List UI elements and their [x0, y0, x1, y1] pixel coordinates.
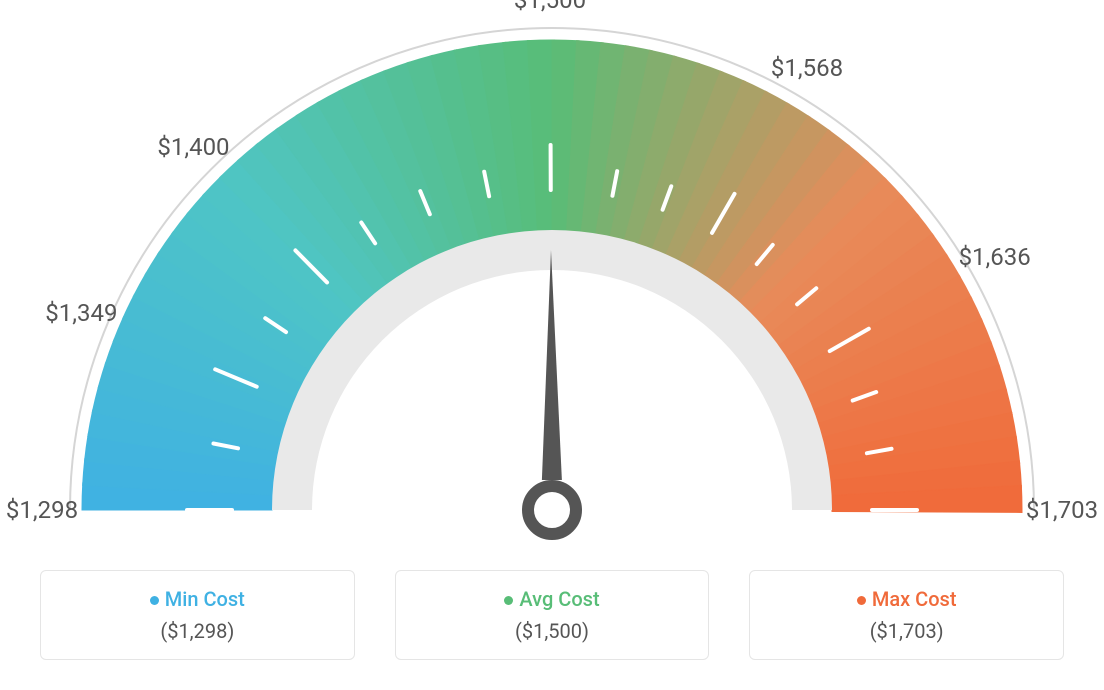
legend-max-label: Max Cost — [872, 587, 957, 611]
gauge-chart: $1,298 $1,349 $1,400 $1,500 $1,568 $1,636 $1,7… — [0, 0, 1104, 560]
legend-card-avg: Avg Cost ($1,500) — [395, 570, 710, 660]
gauge-tick-label: $1,636 — [959, 243, 1031, 271]
gauge-tick-label: $1,400 — [157, 133, 229, 161]
dot-icon — [150, 596, 159, 605]
legend-row: Min Cost ($1,298) Avg Cost ($1,500) Max … — [0, 570, 1104, 660]
legend-avg-title: Avg Cost — [408, 587, 697, 611]
dot-icon — [504, 596, 513, 605]
gauge-tick-label: $1,500 — [514, 0, 586, 14]
legend-min-value: ($1,298) — [53, 619, 342, 643]
legend-max-value: ($1,703) — [762, 619, 1051, 643]
legend-card-min: Min Cost ($1,298) — [40, 570, 355, 660]
gauge-tick-label: $1,349 — [45, 299, 117, 327]
legend-card-max: Max Cost ($1,703) — [749, 570, 1064, 660]
legend-min-title: Min Cost — [53, 587, 342, 611]
gauge-svg — [0, 0, 1104, 560]
gauge-tick-label: $1,568 — [771, 54, 843, 82]
legend-max-title: Max Cost — [762, 587, 1051, 611]
legend-min-label: Min Cost — [165, 587, 245, 611]
dot-icon — [857, 596, 866, 605]
gauge-tick-label: $1,703 — [1026, 496, 1098, 524]
gauge-tick-label: $1,298 — [6, 496, 78, 524]
legend-avg-label: Avg Cost — [519, 587, 599, 611]
legend-avg-value: ($1,500) — [408, 619, 697, 643]
